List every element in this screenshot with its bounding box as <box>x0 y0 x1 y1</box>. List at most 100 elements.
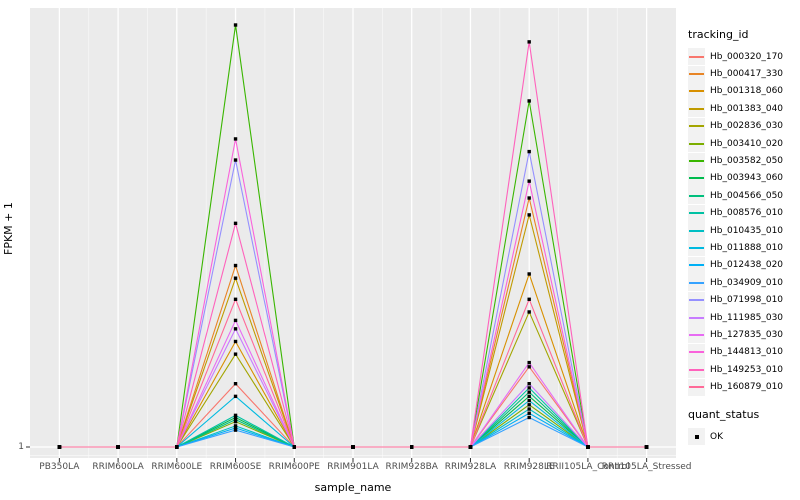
x-tick-label-RRIM600LA: RRIM600LA <box>92 462 144 472</box>
data-point <box>586 445 590 449</box>
legend-item-Hb_001383_040: Hb_001383_040 <box>688 100 800 118</box>
legend-key-line-icon <box>688 82 705 100</box>
legend-key-line-icon <box>688 378 705 396</box>
legend-item-Hb_111985_030: Hb_111985_030 <box>688 309 800 327</box>
data-point <box>233 417 238 422</box>
data-point <box>410 445 414 449</box>
legend-item-label: Hb_003410_020 <box>710 138 784 149</box>
legend-item-Hb_010435_010: Hb_010435_010 <box>688 222 800 240</box>
legend-item-label: Hb_144813_010 <box>710 347 784 358</box>
data-point <box>233 394 238 399</box>
legend-key-line-icon <box>688 48 705 66</box>
data-point <box>351 445 355 449</box>
data-point <box>527 360 531 365</box>
data-point <box>644 445 649 449</box>
data-point <box>233 415 238 420</box>
plot-area-svg <box>26 8 676 462</box>
data-point <box>233 424 238 428</box>
data-point <box>233 221 238 226</box>
legend-item-label: Hb_011888_010 <box>710 242 784 253</box>
data-point <box>527 272 531 276</box>
data-point <box>233 419 238 424</box>
x-tick-label-RRIM600SE: RRIM600SE <box>209 462 262 472</box>
legend-item-label: Hb_012438_020 <box>710 260 784 271</box>
data-point <box>527 297 531 301</box>
legend-item-label: Hb_034909_010 <box>710 277 784 288</box>
legend-item-ok: OK <box>688 428 800 445</box>
data-point <box>233 137 238 141</box>
legend-item-Hb_144813_010: Hb_144813_010 <box>688 343 800 361</box>
legend-item-Hb_003410_020: Hb_003410_020 <box>688 135 800 153</box>
data-point <box>233 339 238 344</box>
x-tick-label-RRIM600PE: RRIM600PE <box>268 462 320 472</box>
legend-item-Hb_071998_010: Hb_071998_010 <box>688 291 800 309</box>
legend-key-line-icon <box>688 291 705 309</box>
legend-item-Hb_011888_010: Hb_011888_010 <box>688 239 800 257</box>
data-point <box>57 445 62 449</box>
y-tick-label-1: 1 <box>18 442 24 452</box>
legend-items-tracking-id: Hb_000320_170 Hb_000417_330 Hb_001318_060 H… <box>688 48 800 396</box>
legend-key-line-icon <box>688 204 705 222</box>
data-point <box>233 297 238 301</box>
data-point <box>527 382 531 386</box>
data-point <box>233 352 238 356</box>
data-point <box>527 310 531 314</box>
legend-item-Hb_034909_010: Hb_034909_010 <box>688 274 800 292</box>
legend-item-ok-label: OK <box>710 431 723 442</box>
legend-item-Hb_012438_020: Hb_012438_020 <box>688 256 800 274</box>
legend-item-label: Hb_000320_170 <box>710 51 784 62</box>
data-point <box>233 382 238 386</box>
legend-item-Hb_003582_050: Hb_003582_050 <box>688 152 800 170</box>
legend-item-Hb_001318_060: Hb_001318_060 <box>688 82 800 100</box>
data-point <box>233 318 238 323</box>
data-point <box>527 403 531 407</box>
legend-item-Hb_008576_010: Hb_008576_010 <box>688 204 800 222</box>
legend: tracking_id Hb_000320_170 Hb_000417_330 Hb… <box>688 28 800 445</box>
legend-key-line-icon <box>688 135 705 153</box>
data-point <box>527 390 531 394</box>
legend-title-quant-status: quant_status <box>688 407 760 421</box>
legend-key-line-icon <box>688 343 705 361</box>
legend-item-label: Hb_160879_010 <box>710 382 784 393</box>
legend-key-line-icon <box>688 222 705 240</box>
data-point <box>233 428 238 432</box>
data-point <box>527 196 531 200</box>
data-point <box>527 415 531 420</box>
data-point <box>527 386 531 390</box>
legend-key-line-icon <box>688 100 705 118</box>
data-point <box>527 407 531 411</box>
data-point <box>233 413 238 418</box>
legend-key-line-icon <box>688 239 705 257</box>
data-point <box>233 158 238 162</box>
legend-key-line-icon <box>688 326 705 344</box>
legend-item-label: Hb_071998_010 <box>710 295 784 306</box>
data-point <box>468 445 473 449</box>
legend-item-label: Hb_002836_030 <box>710 121 784 132</box>
x-tick-label-RRIM600LE: RRIM600LE <box>151 462 203 472</box>
x-tick-label-PB350LA: PB350LA <box>39 462 80 472</box>
legend-item-label: Hb_000417_330 <box>710 69 784 80</box>
x-tick-label-RRIM928LA: RRIM928LA <box>444 462 497 472</box>
data-point <box>527 394 531 399</box>
data-point <box>233 426 238 430</box>
x-tick-label-RRIM928BA: RRIM928BA <box>385 462 438 472</box>
data-point <box>233 23 238 27</box>
legend-item-label: Hb_127835_030 <box>710 329 784 340</box>
legend-item-label: Hb_004566_050 <box>710 190 784 201</box>
legend-title-tracking-id: tracking_id <box>688 28 749 41</box>
x-tick-label-RRII105LA_Stressed: RRII105LA_Stressed <box>601 462 692 472</box>
legend-item-label: Hb_003582_050 <box>710 156 784 167</box>
legend-key-line-icon <box>688 117 705 135</box>
legend-item-label: Hb_001383_040 <box>710 103 784 114</box>
data-point <box>527 398 531 403</box>
legend-item-Hb_127835_030: Hb_127835_030 <box>688 326 800 344</box>
ok-square-marker-icon <box>688 428 705 445</box>
legend-key-line-icon <box>688 309 705 327</box>
legend-item-Hb_160879_010: Hb_160879_010 <box>688 378 800 396</box>
legend-item-label: Hb_111985_030 <box>710 312 784 323</box>
x-tick-label-RRII105LA_Control: RRII105LA_Control <box>546 462 630 472</box>
legend-item-label: Hb_003943_060 <box>710 173 784 184</box>
data-point <box>233 327 238 331</box>
data-point <box>527 411 531 415</box>
legend-key-line-icon <box>688 274 705 292</box>
